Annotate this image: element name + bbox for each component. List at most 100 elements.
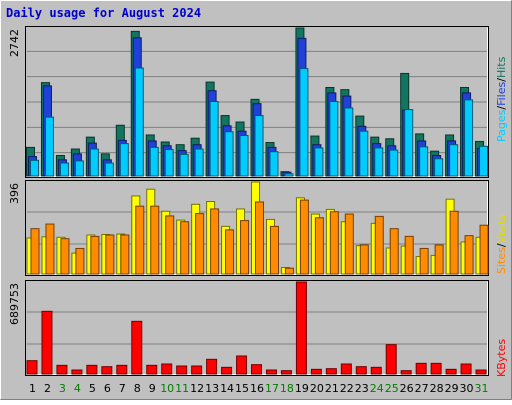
x-tick-label: 18 <box>280 382 294 395</box>
legend-visits-sites: Sites/Visits <box>495 214 508 274</box>
sites-bar-body <box>255 201 265 275</box>
pages-bar <box>284 173 294 177</box>
pages-bar <box>119 143 129 177</box>
sites-bar <box>344 213 354 275</box>
kbytes-bar <box>295 281 307 375</box>
pages-bar-body <box>389 149 399 177</box>
legend-entry: KBytes <box>495 339 508 377</box>
sites-bar <box>314 217 324 275</box>
x-tick-label: 3 <box>59 382 66 395</box>
kbytes-bar <box>191 365 203 375</box>
x-tick-label: 30 <box>460 382 474 395</box>
sites-bar-body <box>464 235 474 275</box>
pages-bar <box>314 147 324 177</box>
pages-bar-body <box>164 149 174 177</box>
pages-bar <box>464 99 474 177</box>
pages-bar-body <box>224 131 234 177</box>
kbytes-bar <box>340 363 352 375</box>
sites-bar <box>284 267 294 275</box>
sites-bar-body <box>344 213 354 275</box>
pages-bar <box>59 162 69 177</box>
kbytes-bar-body <box>206 358 218 375</box>
pages-bar-body <box>374 147 384 177</box>
sites-bar <box>419 247 429 275</box>
pages-bar <box>89 148 99 177</box>
kbytes-bar-body <box>445 368 457 375</box>
x-tick-label: 9 <box>149 382 156 395</box>
sites-bar <box>299 199 309 275</box>
kbytes-bar-body <box>146 364 158 375</box>
x-tick-label: 28 <box>430 382 444 395</box>
sites-bar <box>135 205 145 275</box>
pages-bar <box>164 149 174 177</box>
x-tick-label: 7 <box>119 382 126 395</box>
kbytes-bar <box>280 370 292 375</box>
kbytes-bar <box>370 366 382 375</box>
sites-bar <box>434 244 444 275</box>
x-tick-label: 26 <box>400 382 414 395</box>
kbytes-bar <box>206 358 218 375</box>
pages-bar-body <box>449 144 459 177</box>
pages-bar <box>389 149 399 177</box>
kbytes-bar-body <box>191 365 203 375</box>
x-tick-label: 19 <box>295 382 309 395</box>
kbytes-bar-body <box>325 368 337 375</box>
x-tick-label: 10 <box>160 382 174 395</box>
kbytes-bar-body <box>221 366 233 375</box>
kbytes-bar-body <box>340 363 352 375</box>
kbytes-bar <box>41 310 53 375</box>
pages-bar-body <box>209 101 219 177</box>
kbytes-bar-body <box>131 320 143 375</box>
sites-bar <box>449 210 459 275</box>
pages-bar-body <box>254 115 264 177</box>
sites-bar <box>359 244 369 275</box>
x-tick-label: 16 <box>250 382 264 395</box>
sites-bar-body <box>105 234 115 275</box>
pages-bar-body <box>404 109 414 177</box>
x-tick-label: 13 <box>205 382 219 395</box>
pages-bar-body <box>194 148 204 177</box>
kbytes-bar-body <box>86 364 98 375</box>
x-tick-label: 22 <box>340 382 354 395</box>
pages-bar-body <box>239 135 249 177</box>
sites-bar <box>255 201 265 275</box>
sites-bar <box>45 223 55 275</box>
kbytes-bar-body <box>161 363 173 375</box>
kbytes-bar-body <box>71 369 83 375</box>
legend-hits-files-pages: Pages/Files/Hits <box>495 56 508 142</box>
pages-bar <box>359 130 369 177</box>
kbytes-bar <box>86 364 98 375</box>
pages-bar-body <box>344 107 354 177</box>
sites-bar-body <box>269 225 279 275</box>
legend-kbytes: KBytes <box>495 339 508 377</box>
sites-bar-body <box>434 244 444 275</box>
pages-bar-body <box>329 101 339 177</box>
legend-entry: / <box>495 106 508 110</box>
pages-bar <box>404 109 414 177</box>
pages-bar <box>30 159 39 177</box>
kbytes-bar <box>236 355 248 375</box>
sites-bar <box>329 211 339 275</box>
x-tick-label: 20 <box>310 382 324 395</box>
pages-bar <box>374 147 384 177</box>
sites-bar <box>90 235 100 275</box>
sites-bar <box>389 228 399 275</box>
pages-bar <box>209 101 219 177</box>
pages-bar-body <box>134 67 144 177</box>
sites-bar-body <box>180 221 190 275</box>
sites-bar <box>105 234 115 275</box>
sites-bar-body <box>120 234 130 275</box>
legend-entry: Files <box>495 81 508 105</box>
x-tick-label: 4 <box>74 382 81 395</box>
x-tick-label: 29 <box>445 382 459 395</box>
sites-bar <box>225 229 235 275</box>
kbytes-bar-body <box>41 310 53 375</box>
x-tick-label: 2 <box>44 382 51 395</box>
kbytes-bar-body <box>116 364 128 375</box>
kbytes-bar <box>430 362 442 375</box>
legend-entry: Sites <box>495 247 508 274</box>
sites-bar-body <box>404 235 414 275</box>
pages-bar-body <box>119 143 129 177</box>
sites-bar <box>464 235 474 275</box>
